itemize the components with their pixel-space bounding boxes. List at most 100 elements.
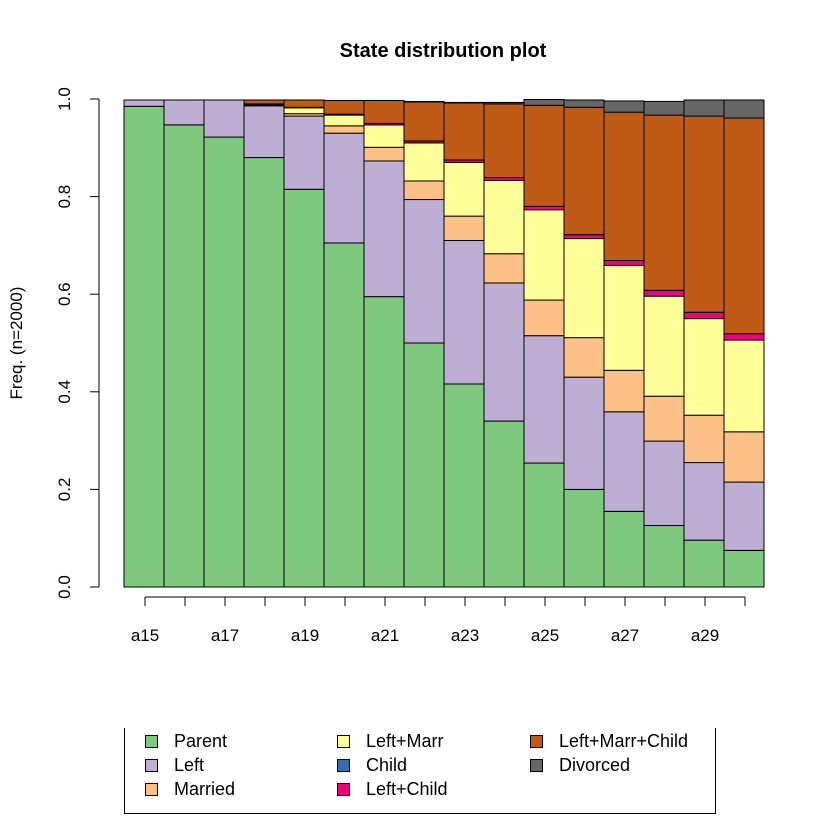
bar-segment-a25-left-child (523, 205, 565, 211)
legend-label: Left+Marr+Child (559, 731, 689, 751)
legend-label: Divorced (559, 755, 631, 775)
bar-segment-a23-divorced (443, 101, 485, 104)
bar-segment-a30-left-marr (723, 339, 765, 433)
bar-segment-a30-left-marr-child (723, 117, 765, 335)
bar-segment-a28-divorced (643, 100, 685, 116)
x-tick-label: a23 (451, 626, 479, 645)
legend-label: Left+Child (366, 779, 448, 799)
legend-label: Child (366, 755, 408, 775)
legend-item-left: Left (145, 755, 204, 775)
bar-segment-a22-left-marr (403, 142, 445, 182)
legend-swatch (337, 734, 350, 748)
bar-segment-a29-married (683, 414, 725, 464)
x-tick-label: a21 (371, 626, 399, 645)
bar-segment-a16-left (163, 99, 205, 126)
bar-segment-a30-married (723, 431, 765, 483)
bar-segment-a17-parent (203, 136, 245, 588)
chart-title: State distribution plot (340, 40, 547, 62)
bar-segment-a18-parent (243, 157, 285, 588)
legend-label: Left+Marr (366, 731, 444, 751)
bar-segment-a19-parent (283, 188, 325, 588)
legend-swatch (530, 734, 543, 748)
legend-label: Parent (174, 731, 228, 751)
bar-segment-a29-left (683, 462, 725, 541)
bar-segment-a25-left (523, 335, 565, 464)
bar-segment-a24-left (483, 282, 525, 422)
bar-segment-a29-left-marr (683, 318, 725, 416)
legend-item-married: Married (145, 779, 235, 799)
x-tick-label: a15 (131, 626, 159, 645)
x-tick-label: a27 (611, 626, 639, 645)
bar-segment-a27-parent (603, 510, 645, 588)
bar-segment-a30-left-child (723, 333, 765, 341)
bar-segment-a19-left (283, 115, 325, 190)
bar-segment-a28-left-marr (643, 295, 685, 397)
bar-segment-a21-left-marr-child (363, 99, 405, 124)
bar-segment-a15-left (123, 99, 165, 107)
bar-segment-a23-left-marr-child (443, 102, 485, 161)
bar-segment-a26-left-child (563, 234, 605, 240)
bar-segment-a30-parent (723, 549, 765, 588)
bar-segment-a30-left (723, 481, 765, 551)
bar-segment-a25-married (523, 299, 565, 337)
x-tick-label: a29 (691, 626, 719, 645)
bar-segment-a24-married (483, 253, 525, 284)
legend-item-left-marr: Left+Marr (337, 731, 444, 751)
bar-segment-a21-left-marr (363, 124, 405, 148)
x-tick-label: a17 (211, 626, 239, 645)
bar-segment-a25-divorced (523, 98, 565, 106)
y-axis-label: Freq. (n=2000) (7, 287, 26, 400)
bar-segment-a28-left (643, 440, 685, 527)
bar-segment-a26-left (563, 376, 605, 490)
legend-swatch (337, 782, 350, 796)
bar-segment-a26-parent (563, 488, 605, 588)
bar-segment-a29-left-child (683, 311, 725, 320)
legend-label: Left (174, 755, 205, 775)
legend-swatch (145, 734, 158, 748)
bar-segment-a23-left (443, 240, 485, 385)
bar-segment-a27-left-marr (603, 264, 645, 371)
bar-segment-a28-left-marr-child (643, 114, 685, 291)
bar-segment-a22-left-marr-child (403, 101, 445, 142)
legend-label: Married (174, 779, 236, 799)
bars-group (123, 98, 765, 588)
legend-swatch (530, 758, 543, 772)
bar-segment-a26-left-marr-child (563, 106, 605, 236)
bar-segment-a16-parent (163, 124, 205, 588)
bar-segment-a29-divorced (683, 99, 725, 117)
y-tick-label: 0.0 (55, 575, 74, 599)
y-tick-label: 0.6 (55, 282, 74, 306)
bar-segment-a24-divorced (483, 101, 525, 105)
legend-swatch (145, 758, 158, 772)
x-tick-label: a25 (531, 626, 559, 645)
legend-item-left-marr-child: Left+Marr+Child (530, 731, 688, 751)
bar-segment-a20-married (323, 125, 365, 134)
legend-item-parent: Parent (145, 731, 227, 751)
bar-segment-a20-left-marr (323, 114, 365, 127)
bar-segment-a22-divorced (403, 100, 445, 103)
bar-segment-a15-parent (123, 105, 165, 588)
bar-segment-a21-parent (363, 296, 405, 588)
bar-segment-a20-left-marr-child (323, 99, 365, 115)
bar-segment-a24-left-marr (483, 179, 525, 255)
bar-segment-a21-married (363, 146, 405, 162)
bar-segment-a23-parent (443, 383, 485, 588)
bar-segment-a19-left-marr (283, 107, 325, 115)
y-axis: 0.0 0.2 0.4 0.6 0.8 1.0 (55, 87, 100, 599)
legend-item-child: Child (337, 755, 407, 775)
legend: Parent Left Married Left+Marr Child Left+Chil… (124, 728, 716, 814)
bar-segment-a30-divorced (723, 99, 765, 119)
bar-segment-a29-parent (683, 539, 725, 588)
bar-segment-a22-married (403, 180, 445, 201)
bar-segment-a18-left (243, 105, 285, 159)
legend-swatch (145, 782, 158, 796)
bar-segment-a28-married (643, 395, 685, 442)
bar-segment-a25-parent (523, 462, 565, 588)
bar-segment-a24-parent (483, 420, 525, 588)
bar-segment-a25-left-marr (523, 209, 565, 301)
legend-item-left-child: Left+Child (337, 779, 448, 799)
bar-segment-a17-left (203, 99, 245, 138)
bar-segment-a27-left (603, 411, 645, 512)
legend-swatch (337, 758, 350, 772)
